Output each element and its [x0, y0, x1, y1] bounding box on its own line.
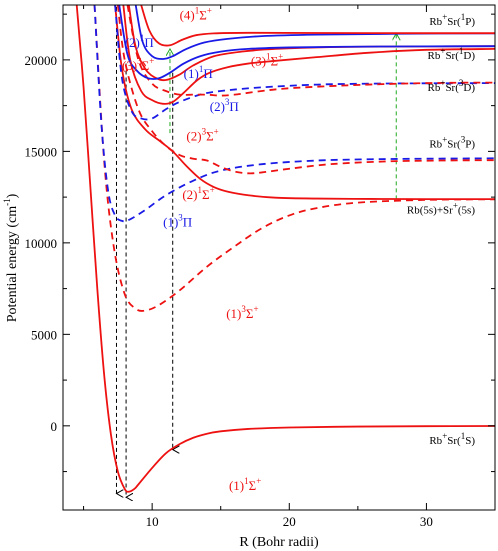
- y-axis-title: Potential energy (cm-1): [2, 193, 20, 322]
- x-axis-title: R (Bohr radii): [239, 535, 319, 550]
- y-tick-label-10000: 10000: [25, 236, 58, 251]
- curve-labels: (1)1Σ+ (1)3Σ+ (2)1Σ+ (1)3Π (2)3Σ+ (2)3Π (3)1Σ+…: [122, 6, 283, 493]
- y-tick-label-20000: 20000: [25, 53, 58, 68]
- label-4-1sigmaplus: (4)1Σ+: [180, 6, 212, 23]
- curve-2-1sigmaplus: [114, 5, 495, 201]
- y-tick-label-5000: 5000: [31, 327, 57, 342]
- asymptote-rb-5s-plussrplus-5s: Rb(5s)+Sr+(5s): [407, 201, 475, 217]
- axis-ticks: 10 20 30 0 5000 10000 15000 20000: [25, 5, 496, 529]
- asymptote-labels: Rb+Sr(1P) Rb+Sr(1D) Rb+Sr(3D) Rb+Sr(3P) Rb(5…: [407, 12, 475, 447]
- transition-arrows: [116, 6, 396, 497]
- y-tick-label-15000: 15000: [25, 144, 58, 159]
- label-2-1pi: (2)1Π: [125, 33, 154, 50]
- curve-1-3pi: [93, 5, 495, 223]
- y-tick-label-0: 0: [51, 419, 58, 434]
- label-1-3pi: (1)3Π: [163, 212, 192, 229]
- x-tick-label-30: 30: [420, 514, 433, 529]
- x-tick-label-10: 10: [146, 514, 159, 529]
- curve-1-3sigmaplus: [93, 5, 495, 312]
- curve-3-3sigmaplus-dashed: [126, 5, 495, 97]
- curve-2-3sigmaplus: [116, 5, 495, 175]
- label-2-3pi: (2)3Π: [210, 97, 239, 114]
- curve-1-1sigmaplus: [75, 5, 495, 493]
- label-2-1sigmaplus: (2)1Σ+: [182, 185, 214, 202]
- curve-2-3pi: [114, 5, 495, 121]
- plot-frame: [62, 4, 496, 511]
- asymptote-rbplussr-1s: Rb+Sr(1S): [429, 431, 475, 447]
- label-2-3sigmaplus: (2)3Σ+: [186, 126, 218, 143]
- asymptote-rbplussr-1d: Rb+Sr(1D): [428, 46, 476, 62]
- asymptote-rbplussr-3d: Rb+Sr(3D): [428, 78, 476, 94]
- label-1-3sigmaplus: (1)3Σ+: [226, 304, 258, 321]
- curve-4-1sigmaplus: [140, 5, 495, 47]
- y-axis-title-main: Potential energy (cm: [5, 206, 20, 322]
- asymptote-rbplussr-3p: Rb+Sr(3P): [429, 135, 475, 151]
- curve-2-1pi: [118, 5, 495, 80]
- label-3-1sigmaplus: (3)1Σ+: [251, 51, 283, 68]
- potential-curves: [75, 5, 495, 493]
- label-1-1pi: (1)1Π: [184, 64, 213, 81]
- curve-1-1pi: [134, 5, 495, 60]
- asymptote-rbplussr-1p: Rb+Sr(1P): [429, 12, 475, 28]
- label-extra-0: (3)3Σ+: [122, 56, 154, 73]
- y-axis-title-sup: -1: [2, 198, 12, 206]
- x-tick-label-20: 20: [283, 514, 296, 529]
- curve-3-1sigmaplus: [122, 5, 495, 105]
- label-1-1sigmaplus: (1)1Σ+: [229, 476, 261, 493]
